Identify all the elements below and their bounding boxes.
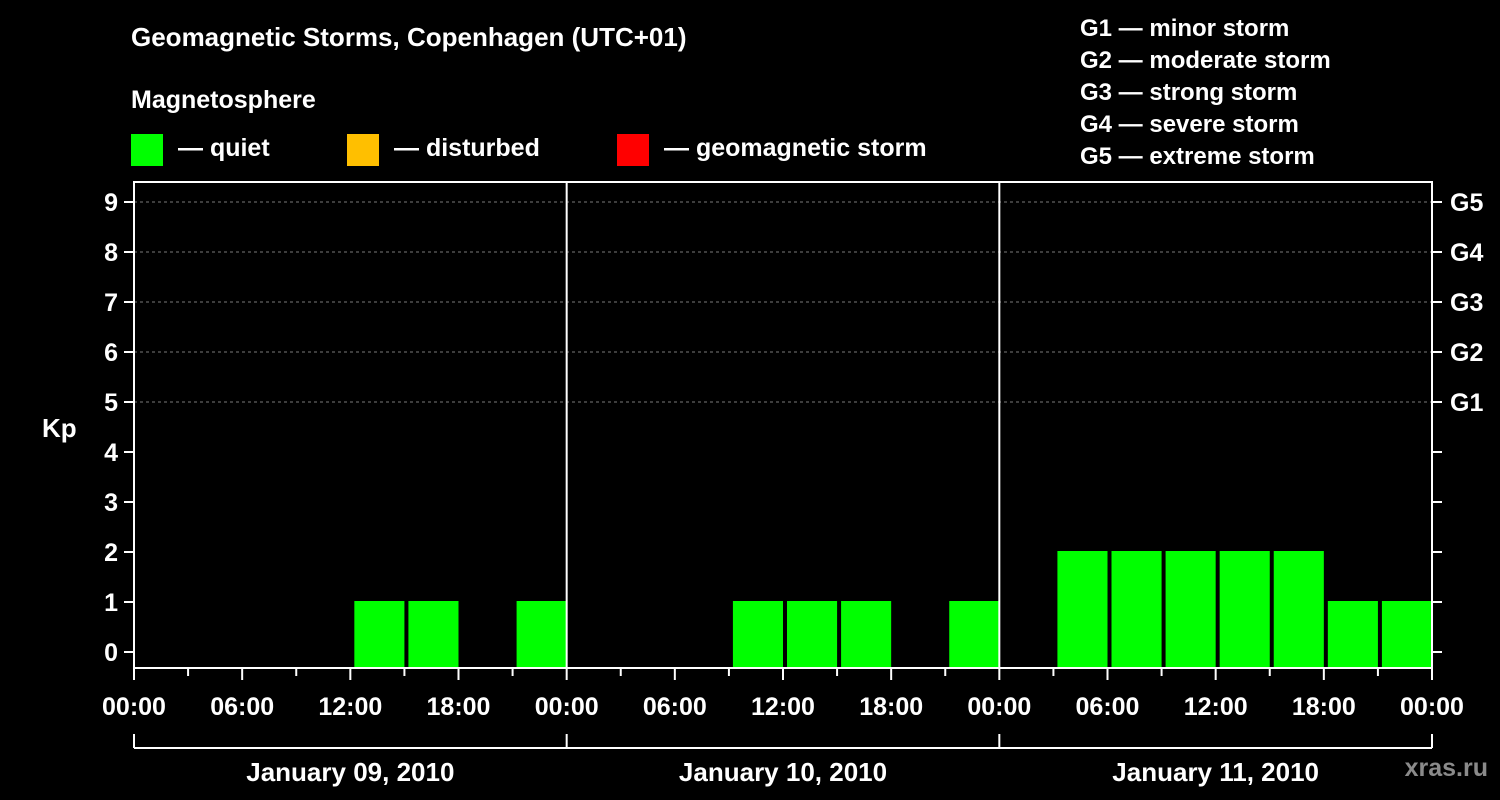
x-tick-label: 00:00 <box>535 693 599 721</box>
kp-bar <box>1165 551 1216 668</box>
x-tick-label: 00:00 <box>1400 693 1464 721</box>
y-tick-label: 0 <box>104 639 118 667</box>
y-tick-label: 5 <box>104 389 118 417</box>
kp-bar <box>1057 551 1108 668</box>
legend-label-disturbed: — disturbed <box>394 134 540 162</box>
kp-bar <box>1111 551 1162 668</box>
y-tick-label: 1 <box>104 589 118 617</box>
y-tick-label: 2 <box>104 539 118 567</box>
storm-scale-g2: G2 — moderate storm <box>1080 47 1331 74</box>
x-tick-label: 12:00 <box>1184 693 1248 721</box>
x-tick-label: 18:00 <box>1292 693 1356 721</box>
y-tick-label: 8 <box>104 239 118 267</box>
x-tick-label: 06:00 <box>210 693 274 721</box>
kp-bar <box>1219 551 1270 668</box>
plot-frame <box>124 181 1442 749</box>
axis-labels: 0 1 2 3 4 5 6 7 8 9 G1 G2 G3 G4 G5 Kp 00:00 06:00 12:00 18:… <box>42 189 1483 787</box>
kp-bar <box>841 601 892 668</box>
kp-bar <box>1381 601 1432 668</box>
y-tick-label: 6 <box>104 339 118 367</box>
storm-scale-g1: G1 — minor storm <box>1080 15 1290 42</box>
kp-bar <box>949 601 1000 668</box>
kp-bar <box>1327 601 1378 668</box>
kp-bar <box>1273 551 1324 668</box>
x-tick-label: 18:00 <box>427 693 491 721</box>
storm-scale-g5: G5 — extreme storm <box>1080 143 1315 170</box>
day-label: January 10, 2010 <box>679 757 887 787</box>
x-tick-label: 12:00 <box>751 693 815 721</box>
day-label: January 09, 2010 <box>246 757 454 787</box>
x-tick-label: 06:00 <box>643 693 707 721</box>
kp-bar <box>516 601 567 668</box>
right-axis-label: G5 <box>1450 189 1483 217</box>
legend-swatch-disturbed <box>347 134 379 166</box>
y-tick-label: 7 <box>104 289 118 317</box>
storm-scale-g3: G3 — strong storm <box>1080 79 1298 106</box>
right-axis-label: G3 <box>1450 289 1483 317</box>
legend-swatch-storm <box>617 134 649 166</box>
legend-label-storm: — geomagnetic storm <box>664 134 927 162</box>
day-label: January 11, 2010 <box>1112 757 1319 787</box>
right-axis-label: G2 <box>1450 339 1483 367</box>
x-tick-label: 00:00 <box>102 693 166 721</box>
legend-swatch-quiet <box>131 134 163 166</box>
x-tick-label: 00:00 <box>967 693 1031 721</box>
bars <box>354 551 1432 668</box>
y-tick-label: 9 <box>104 189 118 217</box>
x-tick-label: 06:00 <box>1076 693 1140 721</box>
chart-title: Geomagnetic Storms, Copenhagen (UTC+01) <box>131 22 687 52</box>
legend-title: Magnetosphere <box>131 86 316 114</box>
x-tick-label: 12:00 <box>318 693 382 721</box>
y-tick-label: 3 <box>104 489 118 517</box>
x-tick-label: 18:00 <box>859 693 923 721</box>
storm-scale-g4: G4 — severe storm <box>1080 111 1299 138</box>
right-axis-label: G1 <box>1450 389 1483 417</box>
y-axis-label: Kp <box>42 413 77 443</box>
kp-bar <box>408 601 459 668</box>
gridlines <box>134 201 1432 403</box>
kp-bar <box>732 601 783 668</box>
y-tick-label: 4 <box>104 439 118 467</box>
right-axis-label: G4 <box>1450 239 1483 267</box>
kp-bar <box>787 601 838 668</box>
legend-label-quiet: — quiet <box>178 134 270 162</box>
watermark: xras.ru <box>1404 754 1488 782</box>
kp-bar <box>354 601 405 668</box>
